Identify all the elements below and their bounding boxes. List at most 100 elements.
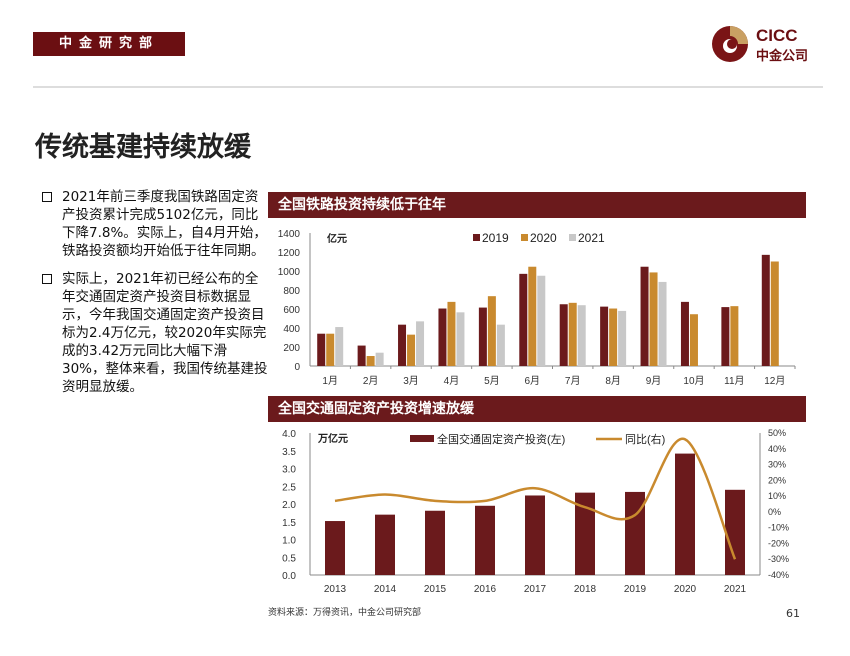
y-tick-label: 800: [283, 286, 300, 297]
bar-2019: [680, 301, 689, 366]
department-label: 中金研究部: [33, 32, 185, 56]
bar-2021: [618, 310, 627, 366]
bar-2019: [600, 306, 609, 366]
legend-label: 同比(右): [625, 432, 665, 446]
y2-tick-label: 0%: [768, 507, 781, 517]
y-tick-label: 1.0: [282, 536, 296, 547]
x-tick-label: 6月: [525, 375, 541, 387]
y-tick-label: 0: [294, 362, 300, 373]
bar-investment: [625, 491, 645, 575]
bullet-item: 2021年前三季度我国铁路固定资产投资累计完成5102亿元，同比下降7.8%。实…: [40, 188, 268, 260]
y-axis-unit: 万亿元: [317, 432, 348, 445]
y-tick-label: 600: [283, 305, 300, 316]
bar-2019: [357, 345, 366, 366]
y2-tick-label: -40%: [768, 570, 789, 580]
bar-investment: [425, 510, 445, 575]
bar-2020: [487, 296, 496, 366]
y2-tick-label: 40%: [768, 444, 786, 454]
x-tick-label: 12月: [764, 375, 785, 387]
y-tick-label: 1.5: [282, 518, 296, 529]
bar-2020: [326, 333, 335, 366]
y-tick-label: 2.0: [282, 500, 296, 511]
bar-2020: [407, 334, 416, 366]
y2-tick-label: 50%: [768, 428, 786, 438]
y-tick-label: 3.5: [282, 447, 296, 458]
bar-2019: [478, 307, 487, 366]
bar-2019: [438, 308, 447, 366]
x-tick-label: 2013: [324, 584, 347, 595]
x-tick-label: 2月: [363, 375, 379, 387]
bar-2019: [761, 254, 770, 366]
bar-investment: [725, 489, 745, 575]
x-tick-label: 10月: [683, 375, 704, 387]
bar-2020: [366, 356, 375, 366]
legend-label: 全国交通固定资产投资(左): [437, 432, 565, 446]
bar-2020: [689, 314, 698, 366]
legend-label: 2019: [482, 231, 509, 245]
bar-2021: [456, 312, 465, 366]
bar-2020: [649, 272, 658, 366]
cicc-logo-icon: [712, 26, 748, 62]
cicc-logo: CICC 中金公司: [712, 24, 822, 64]
source-note: 资料来源：万得资讯，中金公司研究部: [268, 608, 422, 618]
bar-2020: [447, 301, 456, 366]
bar-2019: [721, 307, 730, 366]
bar-2021: [658, 281, 667, 366]
bullet-text: 实际上，2021年初已经公布的全年交通固定资产投资目标数据显示，今年我国交通固定…: [62, 271, 268, 395]
legend-swatch-2020: [521, 234, 528, 241]
y2-tick-label: -10%: [768, 523, 789, 533]
legend-swatch-2021: [569, 234, 576, 241]
square-bullet-icon: [42, 274, 52, 284]
square-bullet-icon: [42, 192, 52, 202]
y-tick-label: 3.0: [282, 465, 296, 476]
y2-tick-label: 30%: [768, 460, 786, 470]
bar-2019: [640, 266, 649, 366]
y2-tick-label: 10%: [768, 491, 786, 501]
y2-tick-label: -30%: [768, 554, 789, 564]
bar-investment: [525, 495, 545, 575]
bar-investment: [575, 492, 595, 575]
y-tick-label: 0.5: [282, 553, 296, 564]
y-axis-unit: 亿元: [327, 232, 347, 245]
legend-swatch-2019: [473, 234, 480, 241]
y-tick-label: 1000: [278, 267, 301, 278]
x-tick-label: 1月: [322, 375, 338, 387]
bar-2021: [496, 324, 505, 366]
x-tick-label: 2020: [674, 584, 697, 595]
legend-label: 2020: [530, 231, 557, 245]
x-tick-label: 5月: [484, 375, 500, 387]
x-tick-label: 2014: [374, 584, 397, 595]
bar-investment: [475, 505, 495, 575]
logo-text-en: CICC: [756, 26, 798, 45]
bullet-text: 2021年前三季度我国铁路固定资产投资累计完成5102亿元，同比下降7.8%。实…: [62, 189, 267, 259]
chart1-title: 全国铁路投资持续低于往年: [268, 192, 806, 218]
bar-2020: [609, 308, 618, 366]
bar-2020: [730, 306, 739, 366]
bar-2019: [398, 324, 407, 366]
x-tick-label: 3月: [403, 375, 419, 387]
yoy-line: [334, 437, 737, 560]
x-tick-label: 2021: [724, 584, 747, 595]
x-tick-label: 8月: [605, 375, 621, 387]
legend-label: 2021: [578, 231, 605, 245]
y-tick-label: 400: [283, 324, 300, 335]
legend-swatch-investment: [410, 435, 434, 442]
bar-2019: [519, 273, 528, 366]
bullet-item: 实际上，2021年初已经公布的全年交通固定资产投资目标数据显示，今年我国交通固定…: [40, 270, 268, 396]
x-tick-label: 2015: [424, 584, 447, 595]
bullet-list: 2021年前三季度我国铁路固定资产投资累计完成5102亿元，同比下降7.8%。实…: [40, 188, 268, 406]
bar-2021: [375, 352, 384, 366]
bar-2021: [335, 327, 344, 366]
bar-2020: [770, 261, 779, 366]
logo-text-cn: 中金公司: [756, 49, 809, 64]
bar-2020: [528, 266, 537, 366]
x-tick-label: 2018: [574, 584, 597, 595]
page-number: 61: [786, 607, 800, 620]
bar-2019: [317, 333, 326, 366]
x-tick-label: 7月: [565, 375, 581, 387]
bar-investment: [675, 453, 695, 575]
page-title: 传统基建持续放缓: [35, 132, 251, 163]
y-tick-label: 200: [283, 343, 300, 354]
